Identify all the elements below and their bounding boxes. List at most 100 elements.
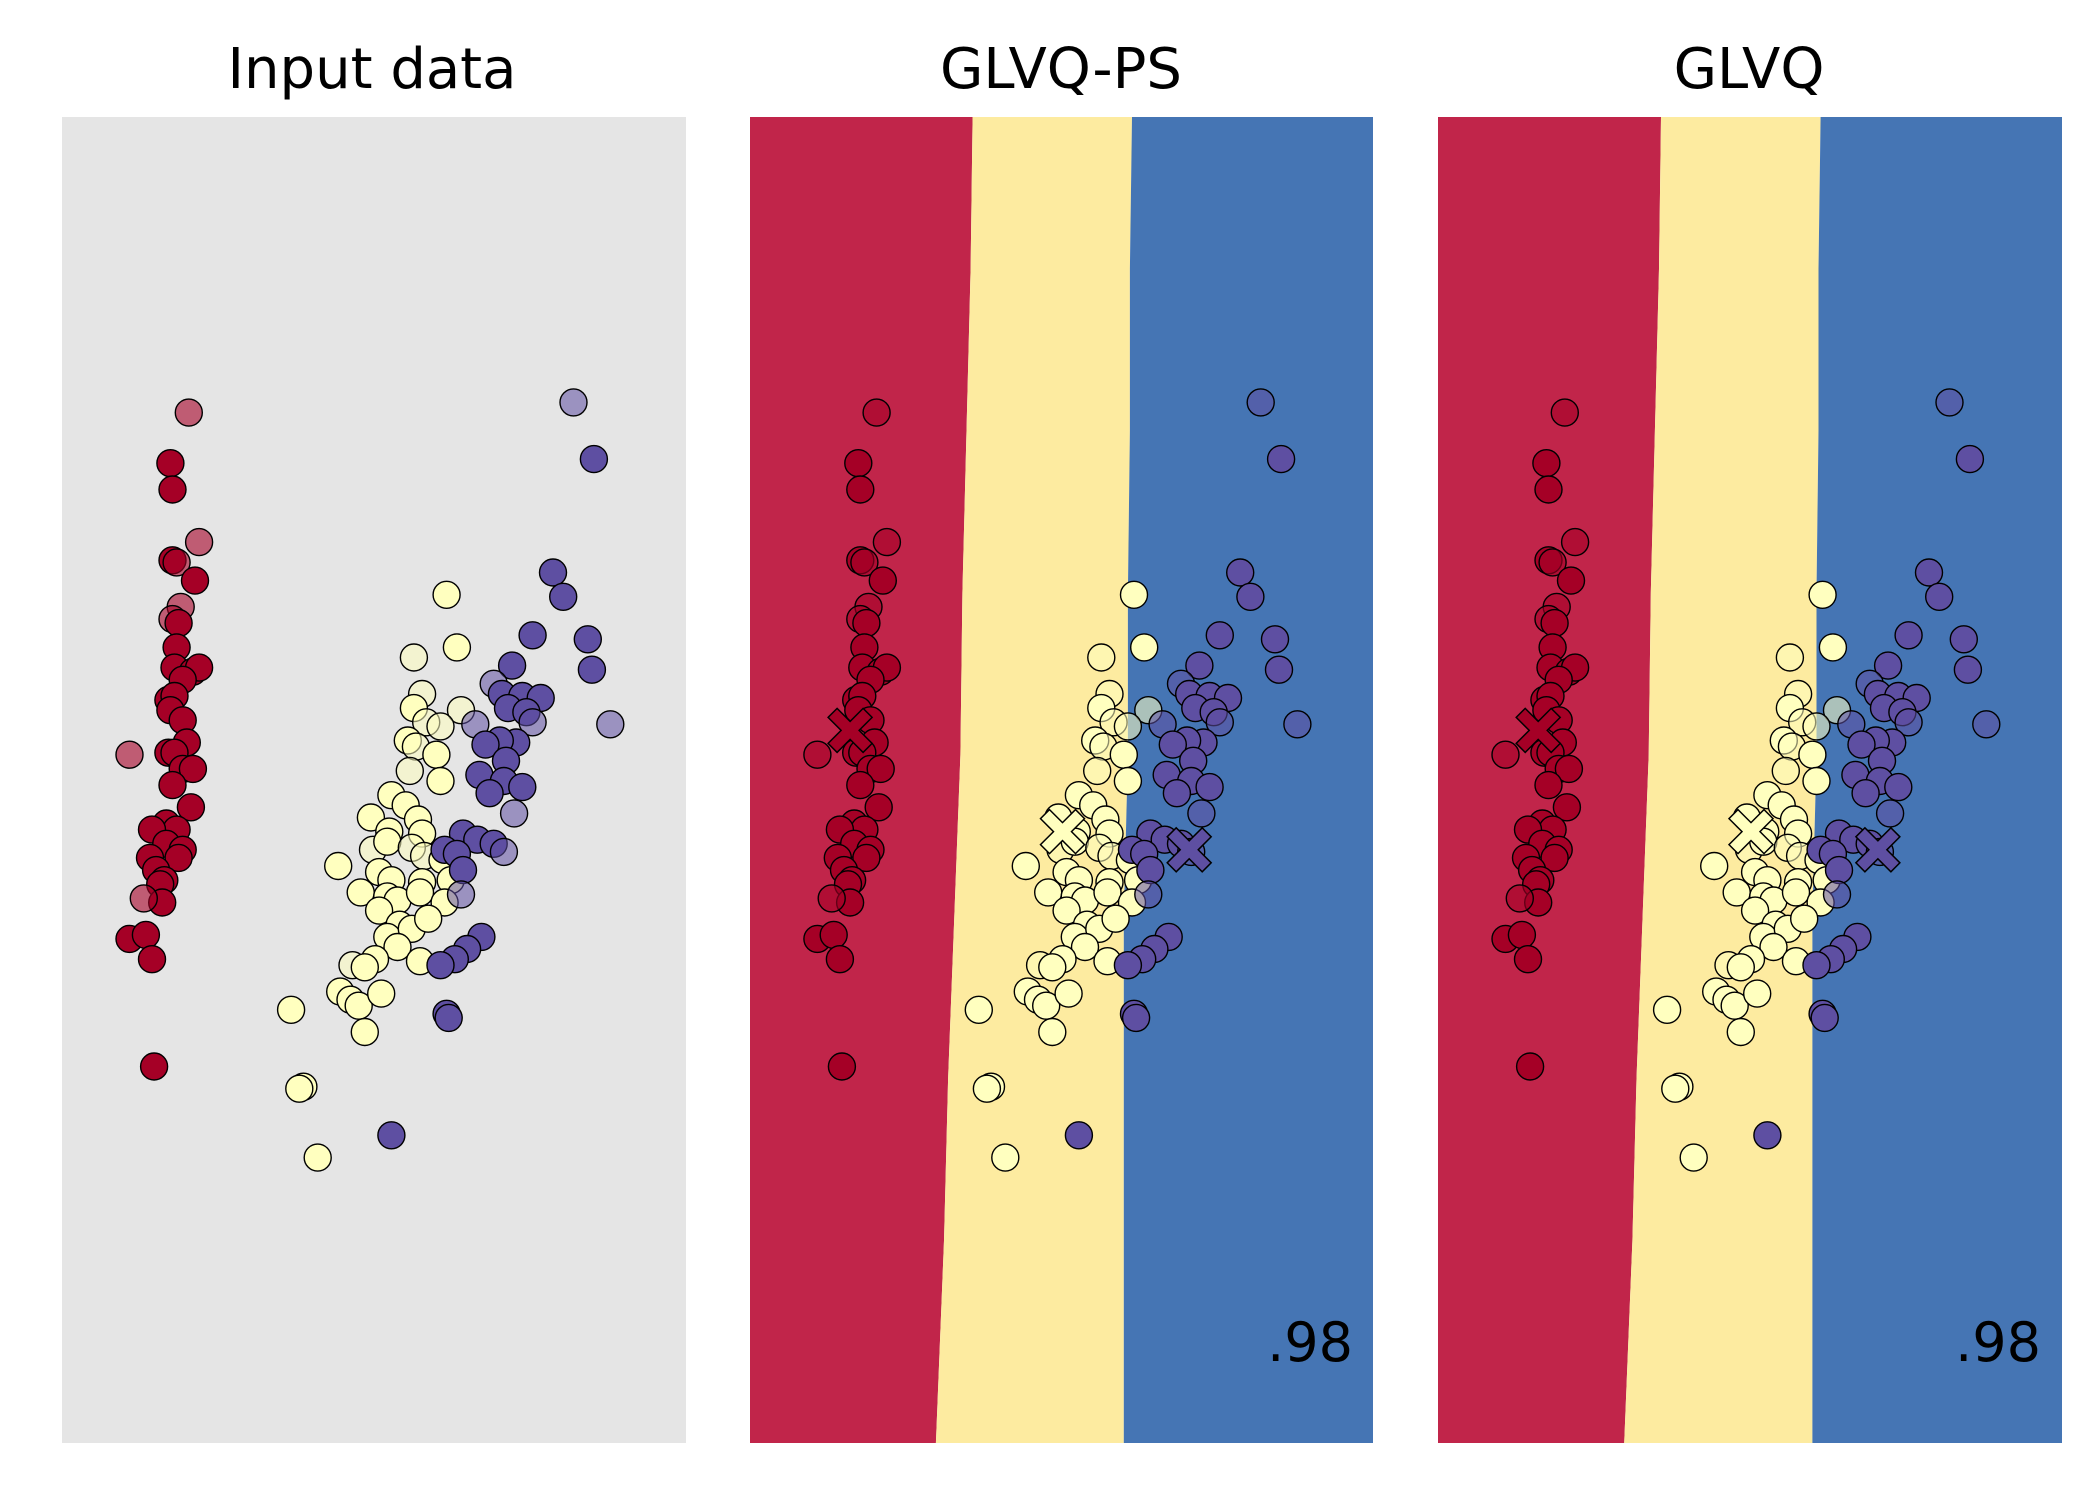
data-point-class-c bbox=[1949, 625, 1979, 654]
data-point-class-b bbox=[405, 878, 435, 907]
data-point-class-c bbox=[475, 779, 504, 808]
data-point-class-b bbox=[1038, 953, 1067, 982]
data-point-class-a bbox=[137, 945, 167, 974]
title-glvq-ps: GLVQ-PS bbox=[940, 37, 1182, 102]
data-point-class-a bbox=[850, 548, 879, 577]
data-point-class-a bbox=[158, 770, 187, 800]
data-point-class-a bbox=[176, 793, 206, 822]
data-point-class-b bbox=[1781, 878, 1811, 907]
data-point-class-b bbox=[1652, 995, 1682, 1024]
prototype-marker-class-c bbox=[1854, 826, 1901, 873]
data-point-class-b bbox=[414, 904, 443, 933]
data-point-class-b bbox=[1101, 904, 1130, 933]
data-point-class-b bbox=[1808, 580, 1837, 609]
data-point-class-c bbox=[549, 582, 578, 611]
data-point-class-c bbox=[471, 730, 500, 759]
data-point-class-c bbox=[1205, 621, 1235, 650]
data-point-class-a bbox=[1534, 770, 1563, 800]
data-point-class-b bbox=[285, 1074, 314, 1103]
data-point-class-b bbox=[1699, 851, 1729, 881]
data-point-class-c bbox=[1824, 855, 1854, 885]
data-point-class-b bbox=[367, 979, 396, 1008]
data-point-class-a bbox=[164, 843, 193, 873]
data-point-class-a bbox=[1538, 548, 1567, 577]
data-point-class-c bbox=[1924, 582, 1954, 611]
data-point-class-c bbox=[1158, 730, 1188, 759]
data-point-class-b bbox=[1679, 1143, 1708, 1172]
data-point-class-c bbox=[508, 772, 537, 802]
data-point-class-c bbox=[577, 655, 607, 684]
data-point-class-c bbox=[1822, 880, 1852, 909]
data-point-class-b bbox=[422, 740, 451, 769]
data-point-class-b bbox=[1087, 643, 1116, 672]
data-point-class-a bbox=[1560, 527, 1590, 557]
data-point-class-c bbox=[1264, 655, 1294, 684]
prototype-marker-class-a bbox=[1515, 707, 1562, 754]
data-point-class-a bbox=[819, 920, 848, 950]
data-point-class-b bbox=[1038, 1017, 1067, 1047]
data-point-class-b bbox=[432, 580, 461, 609]
data-point-class-a bbox=[846, 475, 875, 504]
data-point-class-c bbox=[518, 621, 547, 650]
data-point-class-c bbox=[538, 558, 568, 587]
title-glvq: GLVQ bbox=[1674, 37, 1825, 102]
data-point-class-b bbox=[373, 827, 402, 856]
data-point-class-b bbox=[1113, 712, 1143, 741]
data-point-class-a bbox=[184, 527, 214, 557]
decision-region-class-c bbox=[1123, 117, 1373, 1443]
data-point-class-a bbox=[825, 945, 855, 974]
data-point-class-c bbox=[1205, 708, 1235, 737]
data-point-class-a bbox=[1540, 608, 1569, 638]
data-point-class-a bbox=[1550, 398, 1580, 427]
data-point-class-b bbox=[1052, 896, 1081, 925]
data-point-class-a bbox=[866, 754, 895, 784]
data-point-class-b bbox=[1129, 633, 1159, 662]
data-point-class-c bbox=[434, 1003, 463, 1033]
data-point-class-b bbox=[1113, 766, 1143, 796]
plot-background bbox=[62, 117, 686, 1443]
data-point-class-b bbox=[303, 1143, 332, 1172]
data-point-class-a bbox=[827, 1052, 857, 1081]
data-point-class-a bbox=[868, 566, 897, 595]
panel-glvq-ps bbox=[750, 117, 1373, 1443]
data-point-class-a bbox=[131, 920, 161, 950]
data-point-class-c bbox=[497, 651, 527, 680]
data-point-class-a bbox=[803, 740, 832, 769]
data-point-class-a bbox=[1515, 1052, 1545, 1081]
data-point-class-c bbox=[1162, 779, 1192, 808]
data-point-class-a bbox=[139, 1052, 169, 1081]
data-point-class-b bbox=[426, 712, 455, 741]
decision-region-class-b bbox=[935, 117, 1132, 1443]
data-point-class-a bbox=[174, 398, 204, 427]
data-point-class-b bbox=[1771, 756, 1801, 786]
data-point-class-a bbox=[162, 548, 191, 577]
data-point-class-b bbox=[1818, 633, 1848, 662]
data-point-class-b bbox=[991, 1143, 1020, 1172]
data-point-class-c bbox=[1113, 951, 1143, 980]
data-point-class-b bbox=[972, 1074, 1002, 1103]
data-point-class-b bbox=[1054, 979, 1083, 1008]
data-point-class-a bbox=[156, 449, 185, 478]
data-point-class-c bbox=[1955, 444, 1985, 474]
data-point-class-c bbox=[1894, 621, 1923, 650]
data-point-class-c bbox=[1064, 1121, 1094, 1150]
data-point-class-a bbox=[864, 793, 893, 822]
data-point-class-b bbox=[426, 766, 455, 796]
data-point-class-c bbox=[559, 388, 588, 417]
data-point-class-c bbox=[1884, 772, 1913, 802]
data-point-class-c bbox=[1851, 779, 1880, 808]
data-point-class-a bbox=[872, 527, 902, 557]
data-point-class-c bbox=[1847, 730, 1876, 759]
data-point-class-b bbox=[1011, 851, 1041, 881]
data-point-class-c bbox=[446, 880, 476, 909]
prototype-marker-class-c bbox=[1166, 826, 1213, 873]
data-point-class-b bbox=[399, 643, 429, 672]
data-point-class-b bbox=[1759, 932, 1788, 962]
data-point-class-a bbox=[1554, 754, 1584, 784]
data-point-class-c bbox=[1283, 710, 1312, 739]
data-point-class-a bbox=[1532, 449, 1561, 478]
data-point-class-b bbox=[1802, 766, 1831, 796]
data-point-class-b bbox=[1109, 740, 1139, 769]
prototype-marker-class-b bbox=[1727, 808, 1775, 855]
data-point-class-c bbox=[377, 1121, 406, 1150]
